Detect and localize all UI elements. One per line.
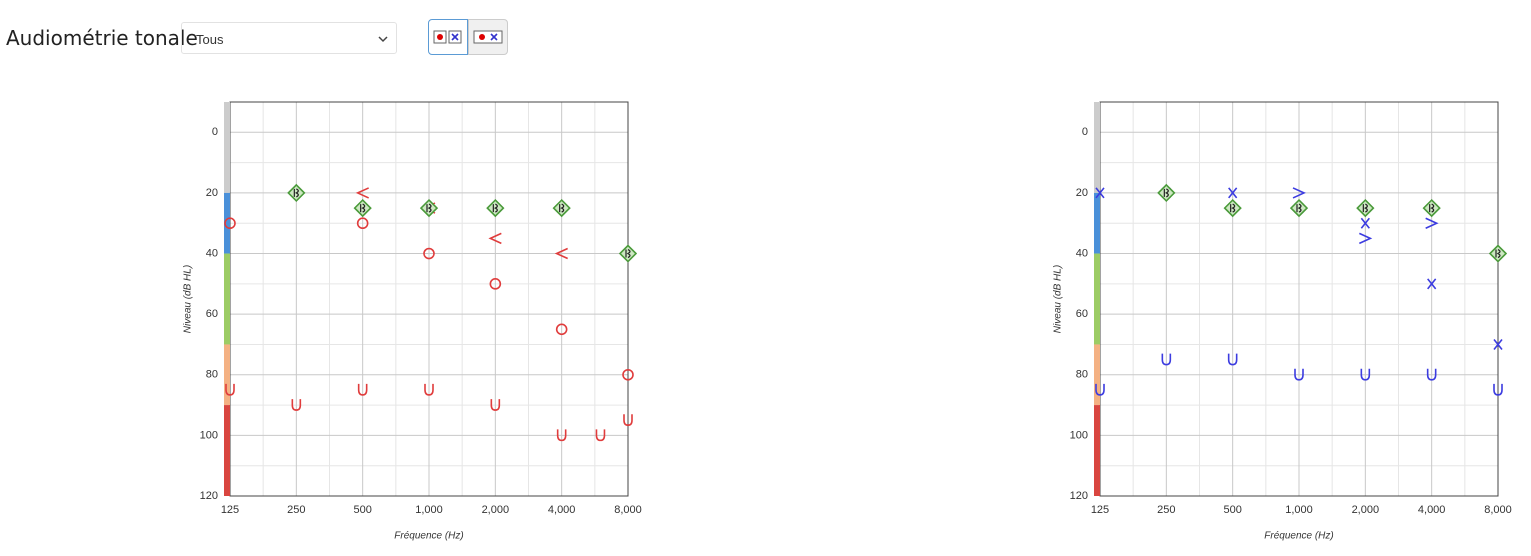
y-tick-label: 80 xyxy=(206,369,218,381)
y-tick-label: 80 xyxy=(1076,369,1088,381)
marker xyxy=(1358,232,1373,245)
y-tick-label: 0 xyxy=(1082,126,1088,138)
marker xyxy=(1294,368,1304,381)
marker xyxy=(1292,187,1306,199)
x-tick-label: 2,000 xyxy=(1352,504,1380,516)
toggle-split[interactable] xyxy=(428,19,468,55)
y-tick-label: 120 xyxy=(200,490,218,502)
x-tick-label: 1,000 xyxy=(1285,504,1313,516)
marker xyxy=(1227,353,1238,366)
marker xyxy=(291,399,302,411)
marker-glyph xyxy=(492,203,498,213)
marker xyxy=(489,278,502,290)
marker-glyph xyxy=(426,203,432,213)
x-axis-title: Fréquence (Hz) xyxy=(1264,531,1333,542)
severity-band xyxy=(224,253,230,345)
y-tick-label: 0 xyxy=(212,126,218,138)
marker xyxy=(555,323,568,336)
severity-band xyxy=(1094,192,1100,254)
x-tick-label: 250 xyxy=(1157,504,1175,516)
y-tick-label: 40 xyxy=(206,247,218,259)
marker xyxy=(488,232,502,245)
marker-glyph xyxy=(1362,203,1368,213)
marker-glyph xyxy=(293,188,299,198)
marker xyxy=(623,414,633,427)
x-tick-label: 500 xyxy=(353,504,371,516)
marker-glyph xyxy=(1429,203,1435,213)
y-tick-label: 60 xyxy=(206,308,218,320)
marker xyxy=(224,217,236,230)
marker xyxy=(1095,187,1105,199)
x-tick-label: 8,000 xyxy=(1484,504,1512,516)
marker xyxy=(595,429,606,442)
y-tick-label: 20 xyxy=(206,187,218,199)
y-tick-label: 100 xyxy=(1070,429,1088,441)
severity-band xyxy=(1094,344,1100,406)
marker-glyph xyxy=(559,203,565,213)
x-tick-label: 500 xyxy=(1223,504,1241,516)
x-tick-label: 1,000 xyxy=(415,504,443,516)
marker-glyph xyxy=(1296,203,1302,213)
y-tick-label: 100 xyxy=(200,429,218,441)
filter-select[interactable]: Tous xyxy=(181,22,397,54)
y-tick-label: 60 xyxy=(1076,308,1088,320)
marker xyxy=(356,217,369,230)
x-tick-label: 125 xyxy=(1091,504,1109,516)
x-tick-label: 125 xyxy=(221,504,239,516)
x-tick-label: 250 xyxy=(287,504,305,516)
y-tick-label: 120 xyxy=(1070,490,1088,502)
marker xyxy=(1426,368,1437,381)
marker xyxy=(554,247,568,260)
x-tick-label: 8,000 xyxy=(614,504,642,516)
marker xyxy=(1493,338,1503,350)
marker xyxy=(622,368,634,381)
y-axis-title: Niveau (dB HL) xyxy=(1053,265,1064,333)
marker xyxy=(357,383,368,396)
marker xyxy=(1360,368,1371,381)
marker xyxy=(355,187,369,199)
section-title: Audiométrie tonale xyxy=(6,26,198,50)
marker xyxy=(1493,383,1503,396)
marker-glyph xyxy=(1163,188,1169,198)
toggle-combined[interactable] xyxy=(468,19,508,55)
marker xyxy=(424,383,434,396)
marker xyxy=(1095,383,1105,396)
x-axis-title: Fréquence (Hz) xyxy=(394,531,463,542)
dropdown-icon xyxy=(378,36,388,43)
severity-band xyxy=(224,344,230,406)
marker xyxy=(1425,217,1439,229)
x-tick-label: 2,000 xyxy=(482,504,510,516)
severity-band xyxy=(224,192,230,254)
marker xyxy=(1360,217,1370,229)
marker xyxy=(423,247,435,260)
marker xyxy=(556,429,567,442)
severity-band xyxy=(224,405,230,496)
marker xyxy=(225,383,235,396)
marker-glyph xyxy=(1230,203,1236,213)
severity-band xyxy=(224,102,230,193)
x-tick-label: 4,000 xyxy=(1418,504,1446,516)
severity-band xyxy=(1094,102,1100,193)
view-toggle xyxy=(428,19,508,55)
marker xyxy=(1161,353,1172,366)
marker xyxy=(490,399,501,411)
marker-glyph xyxy=(1495,249,1501,259)
severity-band xyxy=(1094,253,1100,345)
marker-glyph xyxy=(625,249,631,259)
y-axis-title: Niveau (dB HL) xyxy=(183,265,194,333)
marker xyxy=(1228,187,1238,199)
marker-glyph xyxy=(360,203,366,213)
select-value: Tous xyxy=(196,32,224,47)
y-tick-label: 20 xyxy=(1076,187,1088,199)
marker xyxy=(1427,278,1437,290)
x-tick-label: 4,000 xyxy=(548,504,576,516)
severity-band xyxy=(1094,405,1100,496)
y-tick-label: 40 xyxy=(1076,247,1088,259)
